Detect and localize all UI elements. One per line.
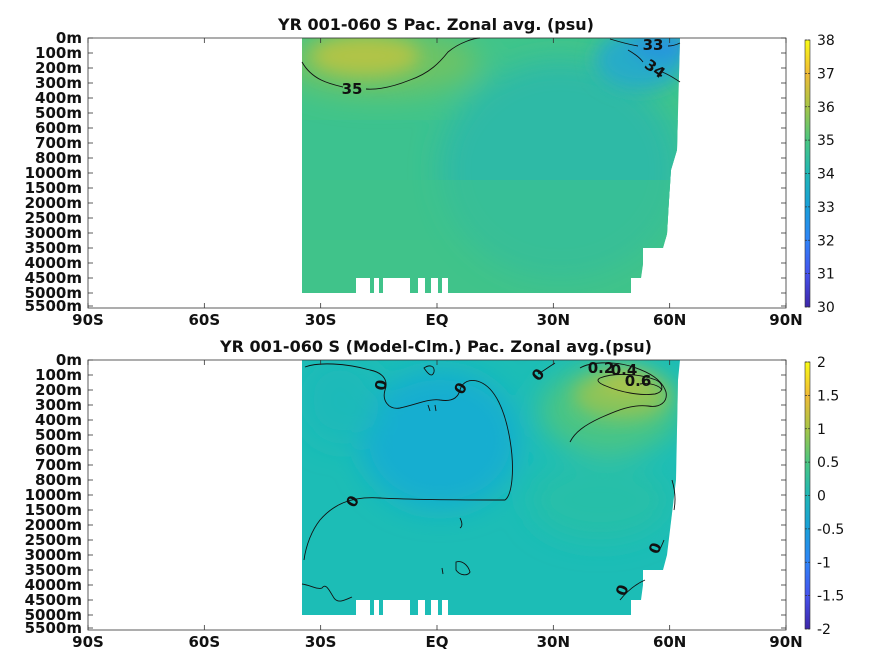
y-tick-label: 800m	[35, 471, 82, 489]
x-tick-label: 30S	[305, 311, 337, 329]
y-tick-label: 300m	[35, 74, 82, 92]
contour-label: 0.4	[611, 361, 638, 379]
y-tick-label: 1000m	[25, 164, 82, 182]
y-tick-label: 500m	[35, 426, 82, 444]
y-tick-label: 500m	[35, 104, 82, 122]
panel-2-y-axis: 0m100m200m300m400m500m600m700m800m1000m1…	[25, 351, 786, 637]
y-tick-label: 1500m	[25, 501, 82, 519]
panel-2-contours	[301, 362, 676, 602]
y-tick-label: 400m	[35, 89, 82, 107]
panel-1-colorbar-ticks: 30 31 32 33 34 35 36 37 38	[805, 33, 835, 316]
colorbar-tick-label: -0.5	[817, 522, 844, 538]
y-tick-label: 600m	[35, 441, 82, 459]
colorbar-tick-label: 38	[817, 33, 835, 49]
panel-2-x-axis: 90S 60S 30S EQ 30N 60N 90N	[72, 360, 803, 651]
y-tick-label: 1000m	[25, 486, 82, 504]
colorbar-tick-label: -2	[817, 622, 831, 638]
y-tick-label: 600m	[35, 119, 82, 137]
y-tick-label: 1500m	[25, 179, 82, 197]
contour-label: 0.6	[625, 372, 652, 390]
x-tick-label: 30S	[305, 633, 337, 651]
contour-label: 0	[371, 378, 391, 391]
x-tick-label: 60N	[653, 311, 686, 329]
x-tick-label: EQ	[426, 311, 449, 329]
colorbar-tick-label: 37	[817, 66, 835, 82]
contour-label: 35	[342, 80, 363, 98]
y-tick-label: 3000m	[25, 546, 82, 564]
panel-1-y-axis: 0m100m200m300m400m500m600m700m800m1000m1…	[25, 29, 786, 315]
y-tick-label: 2000m	[25, 516, 82, 534]
x-tick-label: 60S	[188, 633, 220, 651]
y-tick-label: 0m	[56, 351, 82, 369]
panel-1: YR 001-060 S Pac. Zonal avg. (psu)	[25, 15, 835, 329]
y-tick-label: 100m	[35, 44, 82, 62]
y-tick-label: 400m	[35, 411, 82, 429]
panel-2: YR 001-060 S (Model-Clm.) Pac. Zonal avg…	[25, 337, 845, 651]
y-tick-label: 2500m	[25, 209, 82, 227]
panel-2-bottom-gaps	[356, 600, 448, 616]
colorbar-tick-label: 34	[817, 167, 835, 183]
x-tick-label: 30N	[537, 311, 570, 329]
colorbar-tick-label: 1.5	[817, 388, 839, 404]
y-tick-label: 700m	[35, 456, 82, 474]
y-tick-label: 2500m	[25, 531, 82, 549]
y-tick-label: 100m	[35, 366, 82, 384]
panel-2-title: YR 001-060 S (Model-Clm.) Pac. Zonal avg…	[219, 337, 652, 356]
x-tick-label: 90S	[72, 633, 104, 651]
panel-2-heatmap	[302, 360, 680, 615]
colorbar-tick-label: 33	[817, 200, 835, 216]
y-tick-label: 5500m	[25, 619, 82, 637]
y-tick-label: 200m	[35, 381, 82, 399]
y-tick-label: 4000m	[25, 254, 82, 272]
x-tick-label: EQ	[426, 633, 449, 651]
contour-label: 0.2	[588, 359, 615, 377]
panel-1-heatmap	[302, 38, 680, 293]
y-tick-label: 3500m	[25, 239, 82, 257]
panel-1-title: YR 001-060 S Pac. Zonal avg. (psu)	[277, 15, 594, 34]
y-tick-label: 3500m	[25, 561, 82, 579]
colorbar-tick-label: 32	[817, 233, 835, 249]
x-tick-label: 90N	[769, 633, 802, 651]
colorbar-tick-label: 30	[817, 300, 835, 316]
panel-2-contour-labels: 0 0 0 0.2 0.4 0.6 0 0 0	[342, 359, 665, 598]
x-tick-label: 90S	[72, 311, 104, 329]
panel-1-contours	[301, 37, 681, 90]
colorbar-tick-label: 0	[817, 489, 826, 505]
panel-2-colorbar-ticks: -2 -1.5 -1 -0.5 0 0.5 1 1.5 2	[805, 355, 844, 638]
x-tick-label: 60N	[653, 633, 686, 651]
y-tick-label: 800m	[35, 149, 82, 167]
y-tick-label: 3000m	[25, 224, 82, 242]
y-tick-label: 2000m	[25, 194, 82, 212]
y-tick-label: 0m	[56, 29, 82, 47]
x-tick-label: 30N	[537, 633, 570, 651]
x-tick-label: 90N	[769, 311, 802, 329]
colorbar-tick-label: 0.5	[817, 455, 839, 471]
x-tick-label: 60S	[188, 311, 220, 329]
colorbar-tick-label: 31	[817, 267, 835, 283]
y-tick-label: 5000m	[25, 606, 82, 624]
panel-1-bottom-gaps	[356, 278, 448, 294]
y-tick-label: 300m	[35, 396, 82, 414]
y-tick-label: 700m	[35, 134, 82, 152]
y-tick-label: 5500m	[25, 297, 82, 315]
colorbar-tick-label: -1.5	[817, 589, 844, 605]
colorbar-tick-label: 1	[817, 422, 826, 438]
y-tick-label: 4000m	[25, 576, 82, 594]
y-tick-label: 5000m	[25, 284, 82, 302]
y-tick-label: 200m	[35, 59, 82, 77]
contour-label: 33	[643, 36, 664, 54]
panel-1-x-axis: 90S 60S 30S EQ 30N 60N 90N	[72, 38, 803, 329]
colorbar-tick-label: 36	[817, 100, 835, 116]
colorbar-tick-label: -1	[817, 555, 831, 571]
colorbar-tick-label: 35	[817, 133, 835, 149]
colorbar-tick-label: 2	[817, 355, 826, 371]
y-tick-label: 4500m	[25, 269, 82, 287]
y-tick-label: 4500m	[25, 591, 82, 609]
